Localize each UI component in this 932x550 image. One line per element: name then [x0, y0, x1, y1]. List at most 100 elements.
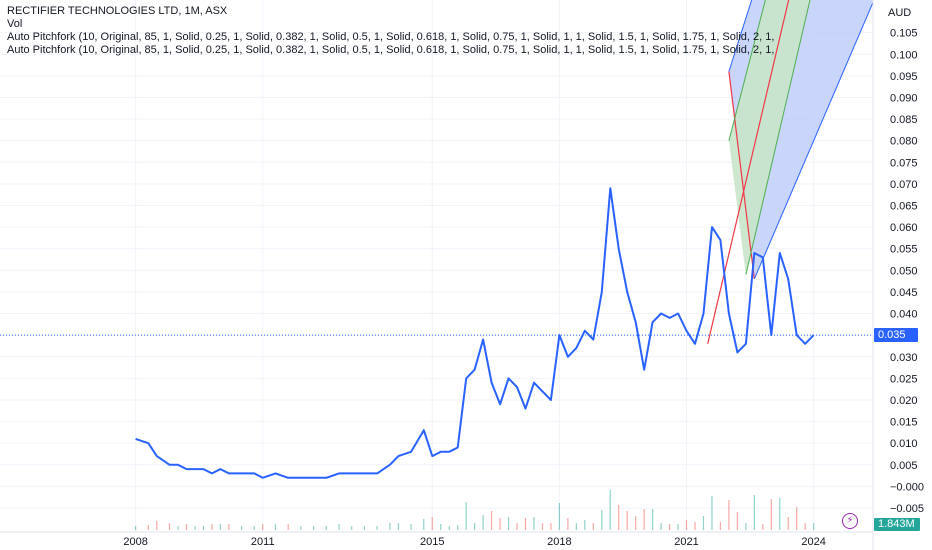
volume-bar: [524, 518, 527, 530]
y-tick-label: 0.015: [890, 417, 918, 429]
volume-bar: [325, 526, 327, 530]
volume-bar: [711, 496, 713, 530]
y-tick-label: 0.045: [890, 287, 918, 299]
volume-bar: [185, 524, 188, 530]
volume-bar: [643, 509, 645, 530]
volume-badge: 1.843M: [874, 518, 920, 531]
volume-bar: [558, 503, 560, 530]
volume-bar: [194, 526, 196, 530]
x-tick-label: 2021: [674, 536, 698, 548]
x-tick-label: 2015: [420, 536, 444, 548]
volume-bar: [736, 512, 738, 530]
y-tick-label: 0.005: [890, 460, 918, 472]
volume-bar: [397, 523, 399, 530]
volume-bars: [135, 490, 815, 530]
pitchfork-inner-upper: [728, 0, 766, 141]
legend-title[interactable]: RECTIFIER TECHNOLOGIES LTD, 1M, ASX: [7, 5, 228, 17]
y-tick-label: 0.105: [890, 28, 918, 40]
y-tick-label: 0.025: [890, 373, 918, 385]
volume-bar: [745, 523, 747, 530]
volume-bar: [253, 526, 255, 530]
volume-bar: [694, 522, 696, 530]
volume-bar: [668, 524, 671, 530]
volume-bar: [685, 520, 688, 530]
volume-bar: [338, 524, 340, 530]
volume-bar: [313, 526, 315, 530]
volume-bar: [457, 525, 459, 530]
price-line: [135, 187, 815, 479]
volume-bar: [490, 511, 493, 530]
legend-pitchfork-2[interactable]: Auto Pitchfork (10, Original, 85, 1, Sol…: [7, 44, 775, 56]
volume-bar: [541, 523, 544, 530]
volume-bar: [262, 524, 264, 530]
currency-label[interactable]: AUD: [888, 7, 912, 19]
volume-bar: [440, 524, 442, 530]
y-tick-label: −0.000: [890, 481, 924, 493]
volume-bar: [389, 523, 391, 530]
volume-bar: [626, 511, 628, 530]
volume-bar: [677, 524, 679, 530]
chart-legend: RECTIFIER TECHNOLOGIES LTD, 1M, ASX Vol …: [7, 5, 873, 57]
y-tick-label: −0.005: [890, 503, 924, 515]
legend-vol[interactable]: Vol: [7, 18, 23, 30]
volume-bar: [609, 490, 611, 530]
volume-bar: [228, 524, 230, 530]
volume-bar: [351, 526, 353, 530]
chart-grid: [0, 0, 873, 532]
price-series: [135, 187, 815, 479]
volume-bar: [533, 517, 535, 530]
flash-icon[interactable]: ⚡: [842, 513, 858, 529]
volume-bar: [702, 516, 705, 530]
volume-bar: [219, 524, 221, 530]
volume-bar: [728, 500, 730, 530]
y-tick-label: 0.040: [890, 309, 918, 321]
volume-bar: [762, 524, 764, 530]
volume-bar: [499, 518, 501, 530]
volume-bar: [779, 498, 781, 530]
volume-bar: [202, 526, 205, 530]
legend-pitchfork-1[interactable]: Auto Pitchfork (10, Original, 85, 1, Sol…: [7, 31, 775, 43]
y-tick-label: 0.050: [890, 265, 918, 277]
y-tick-label: 0.075: [890, 157, 918, 169]
y-tick-label: 0.070: [890, 179, 918, 191]
volume-bar: [796, 507, 798, 530]
volume-bar: [474, 523, 476, 530]
volume-bar: [240, 526, 243, 530]
current-price-badge: 0.035: [874, 328, 918, 343]
pitchfork-inner-zone: [728, 0, 810, 275]
y-tick-label: 0.080: [890, 136, 918, 148]
x-tick-label: 2024: [801, 536, 825, 548]
volume-bar: [516, 523, 518, 530]
volume-bar: [423, 519, 425, 530]
y-tick-label: 0.100: [890, 49, 918, 61]
volume-bar: [601, 510, 603, 530]
x-tick-label: 2011: [251, 536, 275, 548]
volume-bar: [567, 518, 569, 530]
volume-bar: [660, 523, 662, 530]
y-tick-label: 0.020: [890, 395, 918, 407]
pitchfork-upper-tine: [728, 0, 753, 72]
volume-bar: [813, 523, 815, 530]
volume-bar: [135, 526, 137, 530]
price-axis: 0.105 0.100 0.095 0.090 0.085 0.080 0.075 0.070…: [890, 28, 924, 515]
time-axis: 2008 2011 2015 2018 2021 2024: [123, 536, 826, 548]
volume-bar: [274, 524, 277, 530]
volume-bar: [177, 526, 179, 530]
pitchfork-lower-tine: [753, 2, 874, 280]
pitchfork-inner-lower: [745, 0, 811, 275]
y-tick-label: 0.065: [890, 201, 918, 213]
volume-bar: [376, 526, 378, 530]
volume-bar: [584, 520, 586, 530]
volume-bar: [482, 515, 484, 530]
volume-bar: [550, 523, 552, 530]
y-tick-label: 0.010: [890, 438, 918, 450]
volume-bar: [410, 524, 412, 530]
y-tick-label: 0.095: [890, 71, 918, 83]
volume-bar: [300, 526, 302, 530]
volume-bar: [448, 526, 450, 530]
volume-bar: [168, 523, 171, 530]
volume-bar: [719, 522, 722, 530]
volume-bar: [147, 525, 149, 530]
x-tick-label: 2008: [123, 536, 147, 548]
